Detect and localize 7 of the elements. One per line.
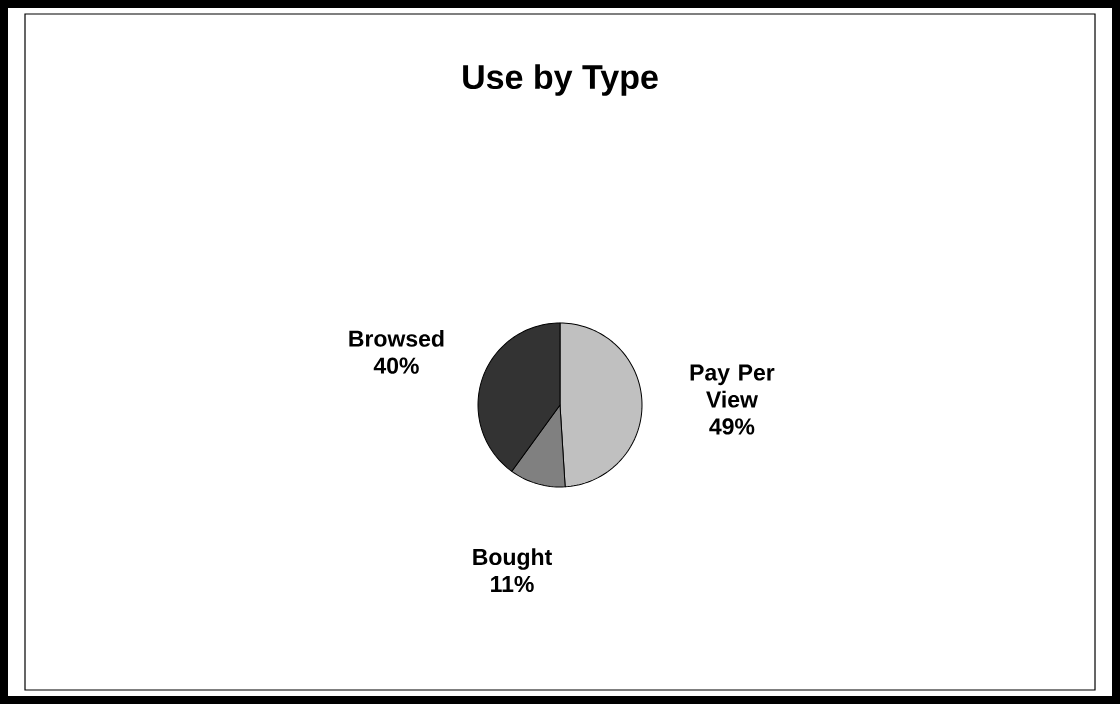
slice-label: Browsed xyxy=(349,329,444,347)
chart-title: Use by Type xyxy=(463,64,658,96)
slice-label: Pay Per View xyxy=(690,364,775,408)
slice-label: Bought xyxy=(473,548,552,570)
data-label: 11% xyxy=(491,575,534,593)
data-label: 40% xyxy=(373,357,419,374)
data-label: 49% xyxy=(709,418,755,435)
